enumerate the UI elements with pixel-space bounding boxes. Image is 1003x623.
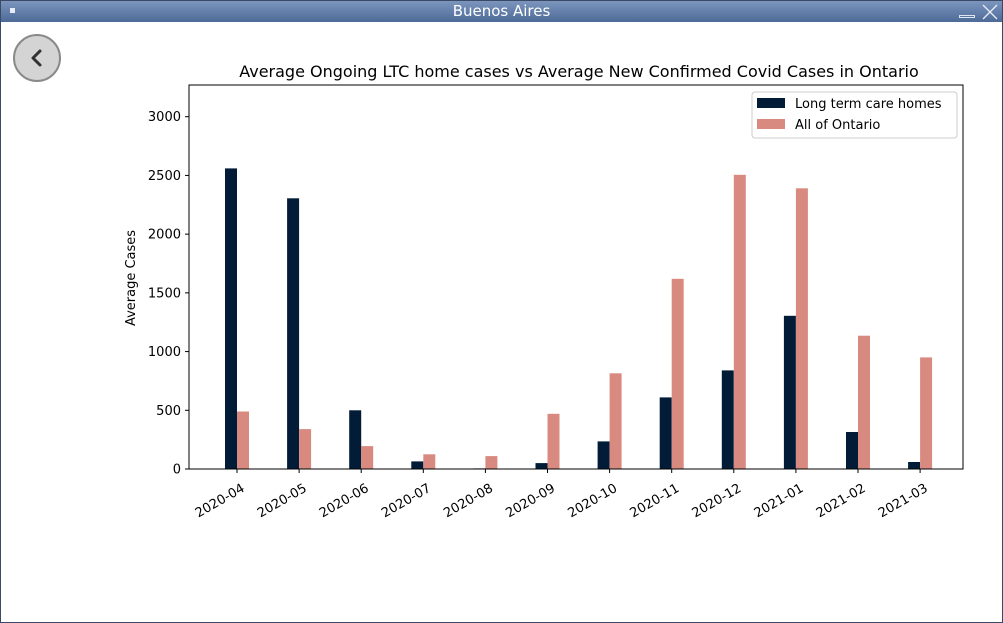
window-menu-icon[interactable]: [10, 8, 15, 13]
bar-ontario-2020-06: [361, 446, 374, 469]
legend-swatch-ontario: [757, 119, 785, 129]
bars-group: [225, 168, 933, 470]
legend-box: [751, 91, 958, 139]
bar-ltc-2020-09: [535, 463, 548, 469]
x-tick-label: 2021-03: [876, 481, 931, 521]
bar-ontario-2020-12: [733, 174, 746, 470]
bar-ontario-2020-09: [547, 413, 560, 469]
x-tick-label: 2021-02: [814, 481, 869, 521]
y-tick-label: 1000: [148, 345, 181, 360]
back-button[interactable]: [13, 34, 61, 82]
bar-ontario-2020-07: [423, 454, 436, 469]
bar-ltc-2020-10: [597, 441, 610, 469]
y-tick-label: 3000: [148, 110, 181, 125]
bar-ltc-2020-05: [287, 198, 300, 470]
bar-ontario-2021-02: [858, 335, 870, 469]
close-icon[interactable]: [982, 4, 998, 20]
x-tick-label: 2020-08: [441, 481, 496, 521]
legend-label-ltc: Long term care homes: [795, 97, 942, 112]
bar-ltc-2021-03: [908, 462, 921, 469]
bar-ltc-2020-12: [721, 370, 734, 469]
bar-ltc-2020-11: [659, 397, 672, 469]
bar-ltc-2021-01: [783, 315, 796, 469]
bar-ltc-2020-06: [349, 410, 362, 469]
bar-ontario-2020-04: [237, 411, 249, 469]
x-tick-label: 2020-06: [317, 481, 372, 521]
bar-ontario-2020-10: [609, 373, 622, 469]
bar-ontario-2021-01: [795, 188, 808, 470]
x-tick-label: 2021-01: [752, 481, 807, 521]
bar-ltc-2021-02: [846, 432, 858, 469]
window-title: Buenos Aires: [452, 2, 551, 20]
x-tick-label: 2020-09: [503, 481, 558, 521]
bar-ontario-2020-11: [671, 278, 684, 469]
x-tick-label: 2020-05: [255, 481, 310, 521]
x-tick-label: 2020-11: [628, 481, 683, 521]
bar-ontario-2020-08: [485, 456, 498, 469]
bar-ltc-2020-04: [225, 168, 237, 469]
title-bar[interactable]: Buenos Aires: [1, 1, 1002, 22]
bar-ontario-2020-05: [299, 429, 312, 469]
x-tick-label: 2020-07: [379, 481, 434, 521]
x-tick-label: 2020-04: [193, 481, 248, 521]
y-axis-label: Average Cases: [124, 230, 139, 326]
x-tick-label: 2020-10: [565, 481, 620, 521]
y-tick-label: 2000: [148, 228, 181, 243]
y-tick-label: 0: [173, 463, 181, 478]
chart-title: Average Ongoing LTC home cases vs Averag…: [239, 62, 919, 81]
x-tick-label: 2020-12: [690, 481, 745, 521]
minimize-icon[interactable]: [959, 15, 975, 18]
bar-ontario-2021-03: [920, 357, 933, 469]
plot-frame: [188, 84, 964, 470]
legend-label-ontario: All of Ontario: [795, 118, 880, 133]
chevron-left-icon: [31, 49, 42, 67]
bar-ltc-2020-07: [411, 461, 424, 469]
y-tick-label: 2500: [148, 169, 181, 184]
y-tick-label: 500: [156, 404, 181, 419]
chart-legend: Long term care homes All of Ontario: [751, 91, 958, 139]
bar-chart: Average Ongoing LTC home cases vs Averag…: [124, 62, 964, 521]
legend-swatch-ltc: [757, 98, 785, 108]
y-tick-label: 1500: [148, 286, 181, 301]
